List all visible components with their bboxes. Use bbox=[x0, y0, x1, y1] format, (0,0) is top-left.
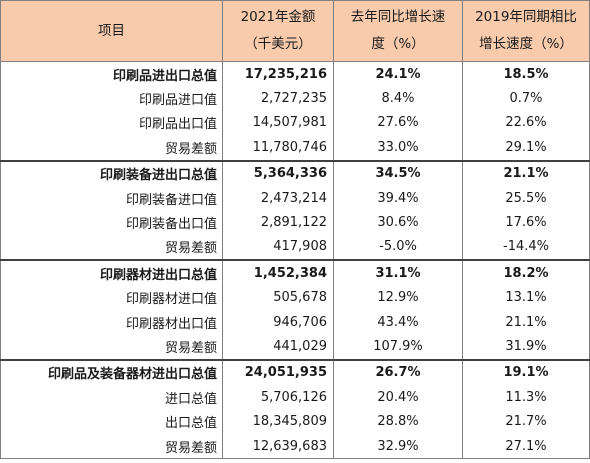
cell-vs2019: 22.6% bbox=[462, 110, 590, 136]
header-yoy: 去年同比增长速 度（%） bbox=[333, 0, 463, 62]
table-row: 印刷器材进口值 505,678 12.9% 13.1% bbox=[0, 285, 590, 310]
cell-yoy: 26.7% bbox=[333, 358, 463, 386]
header-yoy-line1: 去年同比增长速 bbox=[350, 9, 446, 25]
cell-yoy: 107.9% bbox=[333, 334, 463, 360]
cell-amount: 14,507,981 bbox=[222, 110, 334, 136]
header-yoy-line2: 度（%） bbox=[371, 36, 425, 52]
cell-yoy: -5.0% bbox=[333, 234, 463, 261]
header-item: 项目 bbox=[0, 0, 223, 62]
cell-item: 印刷品进出口总值 bbox=[0, 61, 223, 87]
cell-item: 贸易差额 bbox=[0, 135, 223, 161]
cell-item: 印刷品出口值 bbox=[0, 110, 223, 136]
table-row: 贸易差额 417,908 -5.0% -14.4% bbox=[0, 234, 590, 261]
cell-vs2019: 21.1% bbox=[462, 309, 590, 335]
cell-item: 印刷装备进口值 bbox=[0, 185, 223, 211]
cell-item: 印刷装备出口值 bbox=[0, 210, 223, 235]
cell-yoy: 31.1% bbox=[333, 259, 463, 286]
cell-yoy: 20.4% bbox=[333, 385, 463, 410]
cell-item: 印刷器材进口值 bbox=[0, 285, 223, 310]
cell-yoy: 33.0% bbox=[333, 135, 463, 161]
cell-amount: 17,235,216 bbox=[222, 61, 334, 87]
table-row: 印刷装备出口值 2,891,122 30.6% 17.6% bbox=[0, 210, 590, 235]
table-row: 印刷品出口值 14,507,981 27.6% 22.6% bbox=[0, 110, 590, 136]
header-vs2019: 2019年同期相比 增长速度（%） bbox=[462, 0, 590, 62]
cell-vs2019: -14.4% bbox=[462, 234, 590, 261]
cell-yoy: 43.4% bbox=[333, 309, 463, 335]
table-row: 贸易差额 12,639,683 32.9% 27.1% bbox=[0, 433, 590, 460]
cell-vs2019: 29.1% bbox=[462, 135, 590, 161]
cell-vs2019: 13.1% bbox=[462, 285, 590, 310]
cell-vs2019: 21.7% bbox=[462, 409, 590, 434]
cell-vs2019: 17.6% bbox=[462, 210, 590, 235]
cell-vs2019: 25.5% bbox=[462, 185, 590, 211]
cell-yoy: 39.4% bbox=[333, 185, 463, 211]
cell-vs2019: 18.2% bbox=[462, 259, 590, 286]
cell-yoy: 8.4% bbox=[333, 86, 463, 111]
cell-amount: 2,473,214 bbox=[222, 185, 334, 211]
cell-yoy: 32.9% bbox=[333, 433, 463, 460]
table-row: 印刷品进出口总值 17,235,216 24.1% 18.5% bbox=[0, 61, 590, 87]
cell-vs2019: 31.9% bbox=[462, 334, 590, 360]
cell-item: 贸易差额 bbox=[0, 433, 223, 460]
cell-item: 进口总值 bbox=[0, 385, 223, 410]
cell-amount: 5,706,126 bbox=[222, 385, 334, 410]
header-row: 项目 2021年金额 （千美元） 去年同比增长速 度（%） 2019年同期相比 … bbox=[0, 0, 590, 62]
cell-amount: 946,706 bbox=[222, 309, 334, 335]
cell-item: 印刷品及装备器材进出口总值 bbox=[0, 358, 223, 386]
cell-item: 出口总值 bbox=[0, 409, 223, 434]
cell-yoy: 28.8% bbox=[333, 409, 463, 434]
cell-item: 贸易差额 bbox=[0, 334, 223, 360]
table-row: 贸易差额 11,780,746 33.0% 29.1% bbox=[0, 135, 590, 161]
cell-vs2019: 19.1% bbox=[462, 358, 590, 386]
cell-amount: 2,727,235 bbox=[222, 86, 334, 111]
cell-amount: 12,639,683 bbox=[222, 433, 334, 460]
cell-yoy: 34.5% bbox=[333, 159, 463, 186]
cell-vs2019: 0.7% bbox=[462, 86, 590, 111]
cell-amount: 441,029 bbox=[222, 334, 334, 360]
cell-yoy: 30.6% bbox=[333, 210, 463, 235]
cell-yoy: 24.1% bbox=[333, 61, 463, 87]
cell-yoy: 27.6% bbox=[333, 110, 463, 136]
cell-item: 贸易差额 bbox=[0, 234, 223, 261]
table-row: 印刷器材出口值 946,706 43.4% 21.1% bbox=[0, 309, 590, 335]
cell-vs2019: 11.3% bbox=[462, 385, 590, 410]
cell-amount: 11,780,746 bbox=[222, 135, 334, 161]
header-amount-line2: （千美元） bbox=[244, 36, 312, 52]
cell-amount: 2,891,122 bbox=[222, 210, 334, 235]
table-row: 印刷品进口值 2,727,235 8.4% 0.7% bbox=[0, 86, 590, 111]
header-amount: 2021年金额 （千美元） bbox=[222, 0, 334, 62]
header-amount-line1: 2021年金额 bbox=[240, 9, 316, 25]
table-row: 印刷品及装备器材进出口总值 24,051,935 26.7% 19.1% bbox=[0, 358, 590, 386]
cell-amount: 417,908 bbox=[222, 234, 334, 261]
table-row: 印刷装备进口值 2,473,214 39.4% 25.5% bbox=[0, 185, 590, 211]
table-row: 出口总值 18,345,809 28.8% 21.7% bbox=[0, 409, 590, 434]
cell-yoy: 12.9% bbox=[333, 285, 463, 310]
cell-item: 印刷品进口值 bbox=[0, 86, 223, 111]
cell-item: 印刷装备进出口总值 bbox=[0, 159, 223, 186]
table-row: 贸易差额 441,029 107.9% 31.9% bbox=[0, 334, 590, 360]
cell-vs2019: 21.1% bbox=[462, 159, 590, 186]
cell-amount: 24,051,935 bbox=[222, 358, 334, 386]
table-row: 印刷器材进出口总值 1,452,384 31.1% 18.2% bbox=[0, 259, 590, 286]
header-vs2019-line2: 增长速度（%） bbox=[479, 36, 573, 52]
cell-amount: 1,452,384 bbox=[222, 259, 334, 286]
cell-item: 印刷器材出口值 bbox=[0, 309, 223, 335]
cell-amount: 505,678 bbox=[222, 285, 334, 310]
cell-item: 印刷器材进出口总值 bbox=[0, 259, 223, 286]
cell-vs2019: 27.1% bbox=[462, 433, 590, 460]
table-row: 印刷装备进出口总值 5,364,336 34.5% 21.1% bbox=[0, 159, 590, 186]
cell-vs2019: 18.5% bbox=[462, 61, 590, 87]
header-vs2019-line1: 2019年同期相比 bbox=[475, 9, 577, 25]
table-row: 进口总值 5,706,126 20.4% 11.3% bbox=[0, 385, 590, 410]
cell-amount: 18,345,809 bbox=[222, 409, 334, 434]
cell-amount: 5,364,336 bbox=[222, 159, 334, 186]
